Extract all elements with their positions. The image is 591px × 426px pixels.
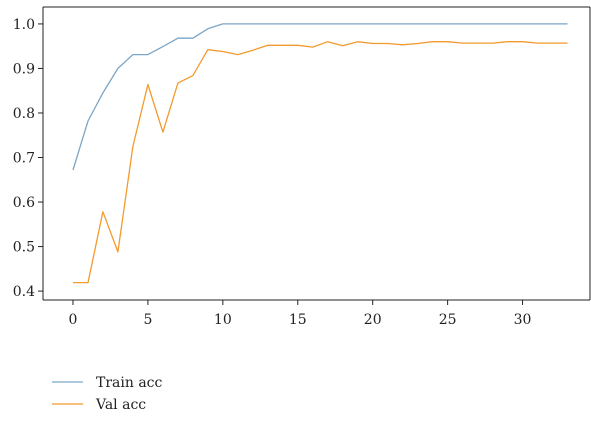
y-tick-label: 0.4: [13, 284, 35, 300]
x-tick-label: 25: [439, 312, 457, 328]
y-tick-label: 0.5: [13, 240, 35, 256]
y-tick-label: 0.8: [13, 106, 35, 122]
axes: [42, 6, 591, 301]
y-tick-label: 0.9: [13, 61, 35, 77]
legend-label-val-acc: Val acc: [95, 397, 146, 413]
x-tick-label: 5: [143, 312, 152, 328]
x-tick-label: 30: [514, 312, 532, 328]
x-tick-label: 15: [289, 312, 307, 328]
x-tick-label: 10: [214, 312, 232, 328]
series-line-val-acc: [73, 41, 568, 284]
legend-label-train-acc: Train acc: [96, 375, 163, 391]
x-tick-label: 0: [69, 312, 78, 328]
y-tick-label: 0.6: [13, 195, 35, 211]
y-tick-label: 0.7: [13, 151, 35, 167]
series-line-train-acc: [72, 23, 568, 171]
series-lines: [72, 23, 568, 284]
x-axis-ticks: 0 5 10 15 20 25 30: [69, 300, 532, 328]
legend: Train acc Val acc: [52, 375, 163, 413]
x-tick-label: 20: [364, 312, 382, 328]
y-tick-label: 1.0: [13, 17, 35, 33]
y-axis-ticks: 0.4 0.5 0.6 0.7 0.8 0.9 1.0: [13, 17, 43, 300]
